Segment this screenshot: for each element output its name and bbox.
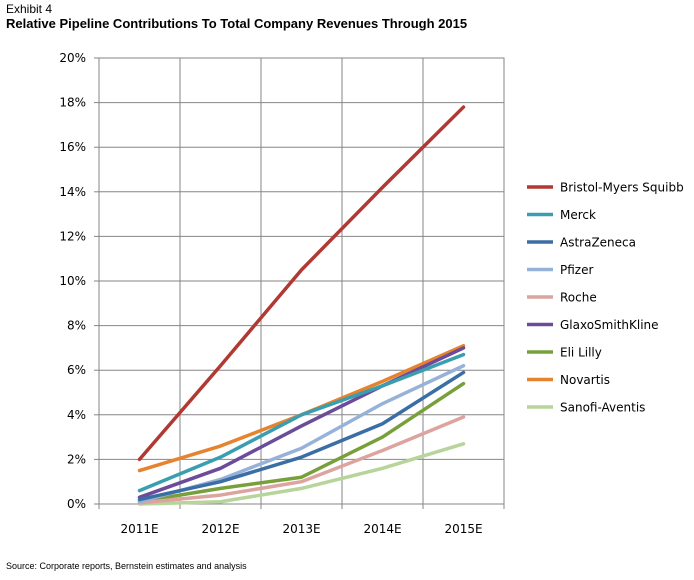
x-tick-label: 2012E xyxy=(201,522,239,536)
series-line xyxy=(137,105,466,462)
exhibit-label: Exhibit 4 xyxy=(6,2,53,16)
x-tick-label: 2014E xyxy=(363,522,401,536)
source-note: Source: Corporate reports, Bernstein est… xyxy=(6,561,247,571)
series-line xyxy=(137,352,466,493)
y-tick-label: 2% xyxy=(67,452,86,466)
y-tick-label: 20% xyxy=(59,51,86,65)
y-tick-label: 10% xyxy=(59,274,86,288)
series-line xyxy=(137,381,466,504)
legend-label: Novartis xyxy=(560,373,610,387)
series-line xyxy=(137,415,466,505)
legend-label: Pfizer xyxy=(560,263,593,277)
y-tick-label: 4% xyxy=(67,408,86,422)
legend-label: AstraZeneca xyxy=(560,236,636,250)
legend-label: Eli Lilly xyxy=(560,346,602,360)
y-tick-label: 8% xyxy=(67,319,86,333)
x-tick-label: 2013E xyxy=(282,522,320,536)
legend-label: Bristol-Myers Squibb xyxy=(560,181,684,195)
line-chart: 0% 2% 4% 6% 8% 10% 12% 14% 16% 18% 20% 2011E 2012E 20… xyxy=(59,51,684,536)
chart-title: Relative Pipeline Contributions To Total… xyxy=(6,16,468,31)
legend-label: Sanofi-Aventis xyxy=(560,401,645,415)
legend-label: GlaxoSmithKline xyxy=(560,318,659,332)
y-tick-label: 12% xyxy=(59,229,86,243)
series-line xyxy=(137,442,466,506)
x-tick-label: 2011E xyxy=(120,522,158,536)
y-tick-label: 0% xyxy=(67,497,86,511)
series-line xyxy=(137,346,466,500)
legend-label: Merck xyxy=(560,208,596,222)
y-tick-label: 6% xyxy=(67,363,86,377)
y-tick-label: 16% xyxy=(59,140,86,154)
series-line xyxy=(137,370,466,502)
legend-label: Roche xyxy=(560,291,597,305)
y-tick-label: 14% xyxy=(59,185,86,199)
x-tick-label: 2015E xyxy=(444,522,482,536)
y-tick-label: 18% xyxy=(59,96,86,110)
